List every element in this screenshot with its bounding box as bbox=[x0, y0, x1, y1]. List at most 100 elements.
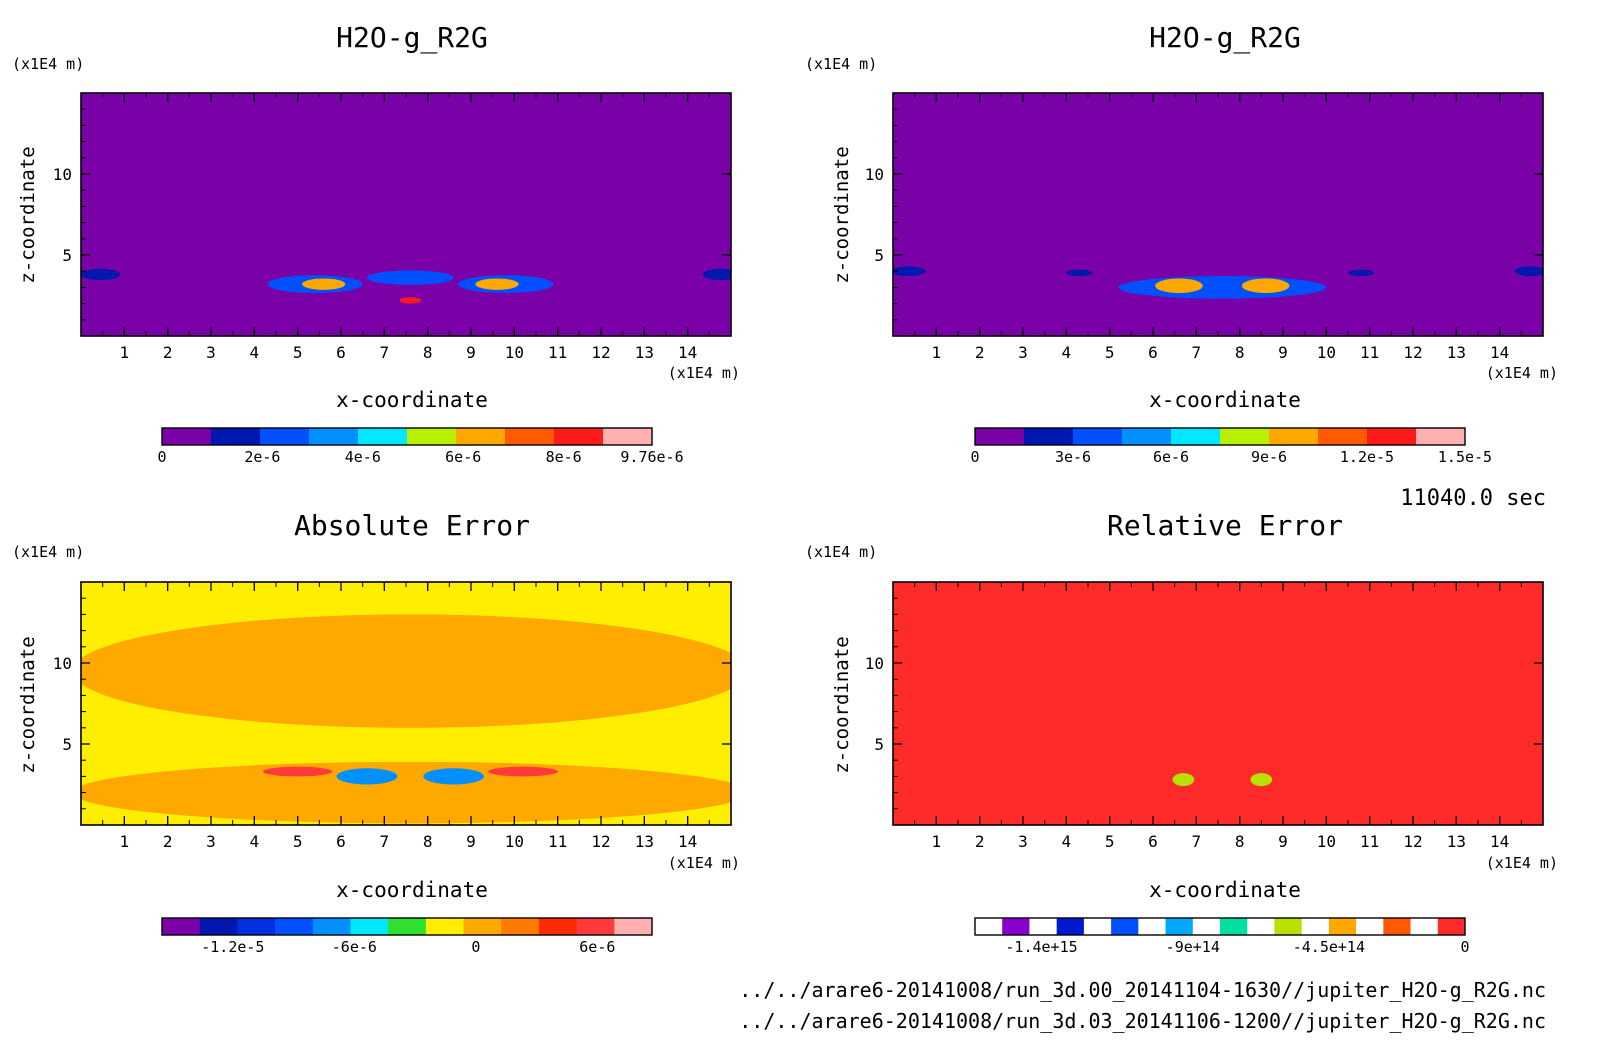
x-tick-label: 5 bbox=[1105, 832, 1115, 851]
x-tick-label: 8 bbox=[423, 343, 433, 362]
y-tick-label: 5 bbox=[874, 735, 884, 754]
panel-top-left: H2O-g_R2G (x1E4 m) (x1E4 m) x-coordinate… bbox=[12, 21, 740, 466]
colorbar-segment bbox=[388, 918, 427, 935]
colorbar-tick-label: 3e-6 bbox=[1055, 448, 1091, 466]
heatmap-feature bbox=[367, 270, 454, 285]
heatmap-feature bbox=[1348, 269, 1374, 277]
colorbar-tick-label: 6e-6 bbox=[1153, 448, 1189, 466]
colorbar-segment bbox=[975, 428, 1025, 445]
x-tick-label: 8 bbox=[423, 832, 433, 851]
colorbar-tick-label: 2e-6 bbox=[244, 448, 280, 466]
colorbar-segment bbox=[1073, 428, 1123, 445]
colorbar-tick-label: 0 bbox=[1460, 938, 1469, 956]
colorbar-segment bbox=[1247, 918, 1275, 935]
y-unit-label: (x1E4 m) bbox=[805, 55, 877, 73]
colorbar-segment bbox=[358, 428, 408, 445]
y-axis-label: z-coordinate bbox=[17, 146, 39, 283]
x-tick-label: 10 bbox=[505, 832, 524, 851]
x-tick-label: 10 bbox=[505, 343, 524, 362]
colorbar-tick-label: 1.2e-5 bbox=[1340, 448, 1394, 466]
colorbar-tick-label: 8e-6 bbox=[546, 448, 582, 466]
x-tick-label: 3 bbox=[206, 343, 216, 362]
x-tick-label: 4 bbox=[250, 832, 260, 851]
x-tick-label: 12 bbox=[1403, 343, 1422, 362]
y-axis-label: z-coordinate bbox=[17, 636, 39, 773]
x-unit-label: (x1E4 m) bbox=[1486, 364, 1558, 382]
x-tick-label: 9 bbox=[1278, 832, 1288, 851]
colorbar-tick-label: 4e-6 bbox=[345, 448, 381, 466]
x-tick-label: 8 bbox=[1235, 343, 1245, 362]
colorbar-segment bbox=[425, 918, 465, 935]
x-axis-label: x-coordinate bbox=[336, 388, 488, 412]
colorbar-segment bbox=[1269, 428, 1319, 445]
heatmap-feature bbox=[263, 766, 333, 777]
x-tick-label: 5 bbox=[293, 832, 303, 851]
colorbar-segment bbox=[975, 918, 1003, 935]
colorbar-segment bbox=[1165, 918, 1194, 935]
y-unit-label: (x1E4 m) bbox=[805, 543, 877, 561]
colorbar-tick-label: 9e-6 bbox=[1251, 448, 1287, 466]
y-axis-label: z-coordinate bbox=[831, 146, 853, 283]
colorbar-segment bbox=[199, 918, 238, 935]
colorbar-segment bbox=[237, 918, 276, 935]
colorbar-tick-label: 0 bbox=[471, 938, 480, 956]
heatmap-feature bbox=[81, 268, 120, 281]
heatmap-feature bbox=[1155, 278, 1203, 294]
x-tick-label: 3 bbox=[1018, 343, 1028, 362]
y-tick-label: 5 bbox=[874, 246, 884, 265]
colorbar-segment bbox=[505, 428, 555, 445]
x-tick-label: 13 bbox=[635, 832, 654, 851]
heatmap-feature bbox=[423, 768, 484, 785]
x-tick-label: 12 bbox=[591, 832, 610, 851]
colorbar-segment bbox=[1356, 918, 1384, 935]
x-tick-label: 14 bbox=[1490, 832, 1509, 851]
panel-bottom-left: Absolute Error (x1E4 m) (x1E4 m) x-coord… bbox=[12, 509, 740, 956]
y-unit-label: (x1E4 m) bbox=[12, 55, 84, 73]
x-tick-label: 1 bbox=[932, 832, 942, 851]
y-tick-label: 5 bbox=[62, 246, 72, 265]
x-tick-label: 13 bbox=[1447, 343, 1466, 362]
colorbar-tick-label: -6e-6 bbox=[332, 938, 377, 956]
heatmap-feature bbox=[1172, 773, 1195, 787]
colorbar: -1.4e+15 -9e+14 -4.5e+14 0 bbox=[974, 917, 1470, 956]
x-tick-label: 12 bbox=[1403, 832, 1422, 851]
colorbar-segment bbox=[1171, 428, 1221, 445]
colorbar-segment bbox=[309, 428, 359, 445]
x-tick-label: 7 bbox=[380, 832, 390, 851]
heatmap-feature bbox=[475, 278, 519, 290]
heatmap-feature bbox=[1250, 773, 1273, 787]
x-tick-label: 5 bbox=[293, 343, 303, 362]
heatmap-feature bbox=[1118, 276, 1327, 299]
colorbar: 0 3e-6 6e-6 9e-6 1.2e-5 1.5e-5 bbox=[970, 427, 1492, 466]
x-tick-label: 10 bbox=[1317, 832, 1336, 851]
colorbar-segment bbox=[1416, 428, 1466, 445]
x-tick-label: 1 bbox=[932, 343, 942, 362]
x-tick-label: 12 bbox=[591, 343, 610, 362]
heatmap-feature bbox=[1241, 278, 1290, 294]
colorbar-frame bbox=[161, 917, 653, 936]
x-tick-label: 7 bbox=[1192, 343, 1202, 362]
panel-title: H2O-g_R2G bbox=[336, 21, 488, 55]
x-tick-label: 11 bbox=[1360, 832, 1379, 851]
colorbar-segment bbox=[1029, 918, 1058, 935]
x-tick-label: 4 bbox=[250, 343, 260, 362]
x-tick-label: 7 bbox=[380, 343, 390, 362]
colorbar-segment bbox=[211, 428, 261, 445]
colorbar-segment bbox=[1220, 918, 1248, 935]
colorbar-tick-label: -1.4e+15 bbox=[1005, 938, 1077, 956]
colorbar-frame bbox=[974, 427, 1466, 446]
x-tick-label: 5 bbox=[1105, 343, 1115, 362]
colorbar-segment bbox=[554, 428, 604, 445]
panel-top-right: H2O-g_R2G (x1E4 m) (x1E4 m) x-coordinate… bbox=[805, 21, 1558, 466]
colorbar-segment bbox=[1367, 428, 1417, 445]
x-tick-label: 2 bbox=[975, 832, 985, 851]
panel-title: H2O-g_R2G bbox=[1149, 21, 1301, 55]
colorbar-segment bbox=[614, 918, 653, 935]
time-label: 11040.0 sec bbox=[1400, 486, 1546, 511]
panel-title: Relative Error bbox=[1107, 509, 1343, 542]
colorbar-segment bbox=[501, 918, 540, 935]
heatmap-feature bbox=[893, 765, 1543, 825]
